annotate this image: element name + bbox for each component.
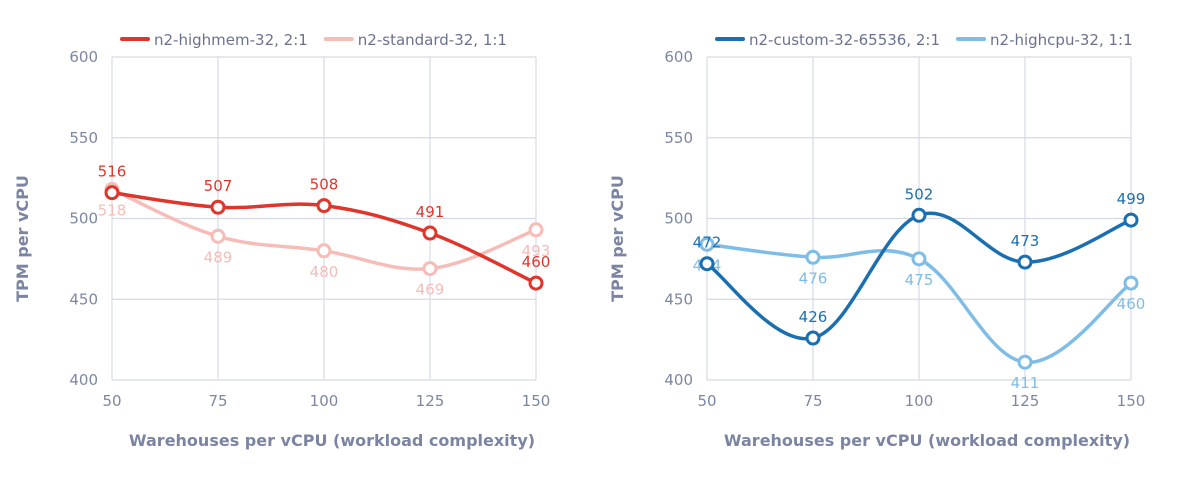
x-axis-title: Warehouses per vCPU (workload complexity…: [724, 431, 1130, 450]
data-point: [805, 330, 821, 346]
data-label: 489: [204, 248, 233, 266]
legend-label: n2-highmem-32, 2:1: [154, 31, 308, 49]
data-point: [104, 185, 120, 201]
data-point: [699, 256, 715, 272]
x-axis-title: Warehouses per vCPU (workload complexity…: [129, 431, 535, 450]
data-point: [911, 207, 927, 223]
data-label: 516: [98, 163, 127, 181]
y-tick-label: 550: [69, 129, 98, 147]
data-point: [911, 251, 927, 267]
data-label: 473: [1011, 232, 1040, 250]
data-point: [1017, 254, 1033, 270]
data-label: 460: [1117, 295, 1146, 313]
data-point: [699, 236, 715, 252]
data-label: 460: [522, 253, 551, 271]
x-tick-label: 75: [803, 392, 822, 410]
y-tick-label: 550: [664, 129, 693, 147]
chart-left: 400 450 500 550 600 50 75 100 125 150 Warehouses p…: [13, 31, 551, 450]
y-tick-label: 600: [664, 48, 693, 66]
y-axis-title: TPM per vCPU: [608, 175, 627, 302]
data-label: 508: [310, 176, 339, 194]
data-point: [1123, 275, 1139, 291]
data-label: 476: [799, 269, 828, 287]
y-tick-label: 400: [664, 371, 693, 389]
x-tick-label: 125: [416, 392, 445, 410]
series-line: [706, 242, 1133, 364]
y-tick-label: 400: [69, 371, 98, 389]
data-point: [210, 228, 226, 244]
data-label: 469: [416, 281, 445, 299]
x-tick-label: 100: [310, 392, 339, 410]
y-tick-label: 450: [664, 290, 693, 308]
y-tick-label: 600: [69, 48, 98, 66]
data-label: 493: [522, 242, 551, 260]
data-label: 491: [416, 203, 445, 221]
legend-label: n2-highcpu-32, 1:1: [990, 31, 1133, 49]
y-tick-label: 500: [664, 210, 693, 228]
x-tick-label: 150: [1117, 392, 1146, 410]
data-point: [1017, 354, 1033, 370]
data-label: 426: [799, 308, 828, 326]
y-tick-label: 450: [69, 290, 98, 308]
x-tick-label: 150: [522, 392, 551, 410]
data-label: 411: [1011, 374, 1040, 392]
data-label: 472: [693, 234, 722, 252]
data-point: [422, 261, 438, 277]
data-label: 518: [98, 201, 127, 219]
x-tick-label: 50: [697, 392, 716, 410]
data-label: 502: [905, 185, 934, 203]
x-tick-label: 100: [905, 392, 934, 410]
data-point: [210, 199, 226, 215]
data-point: [422, 225, 438, 241]
data-point: [316, 243, 332, 259]
chart-right: 400 450 500 550 600 50 75 100 125 150 Warehouses p…: [608, 31, 1146, 450]
legend-label: n2-standard-32, 1:1: [358, 31, 507, 49]
data-label: 475: [905, 271, 934, 289]
x-tick-label: 50: [102, 392, 121, 410]
data-point: [1123, 212, 1139, 228]
x-tick-label: 75: [208, 392, 227, 410]
data-point: [316, 198, 332, 214]
data-point: [528, 275, 544, 291]
y-tick-label: 500: [69, 210, 98, 228]
data-point: [805, 249, 821, 265]
data-label: 480: [310, 263, 339, 281]
legend-label: n2-custom-32-65536, 2:1: [749, 31, 940, 49]
x-tick-label: 125: [1011, 392, 1040, 410]
data-point: [528, 222, 544, 238]
data-label: 507: [204, 177, 233, 195]
y-axis-title: TPM per vCPU: [13, 175, 32, 302]
data-label: 499: [1117, 190, 1146, 208]
